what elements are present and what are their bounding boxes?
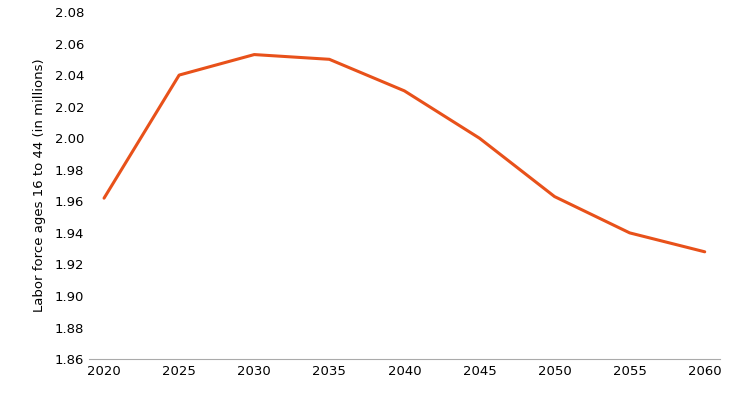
Y-axis label: Labor force ages 16 to 44 (in millions): Labor force ages 16 to 44 (in millions) bbox=[33, 59, 46, 312]
